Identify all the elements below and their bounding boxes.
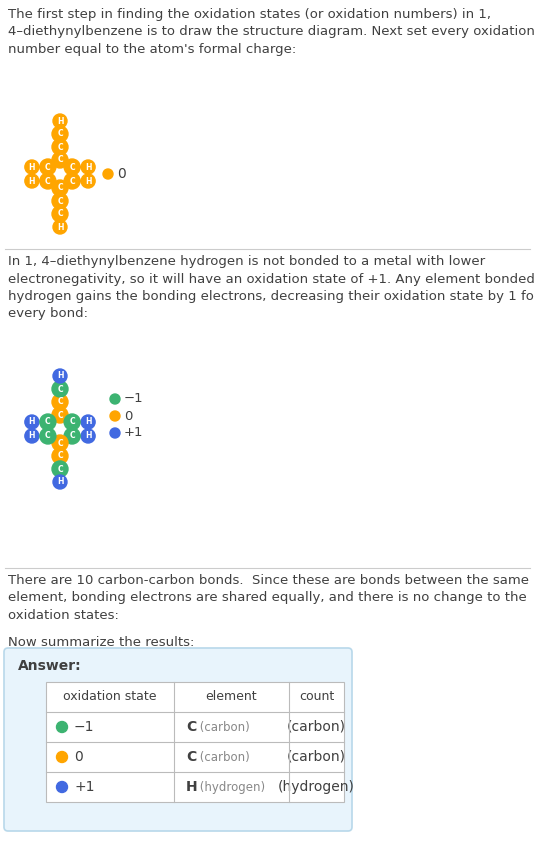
Circle shape	[52, 139, 68, 155]
Circle shape	[57, 782, 67, 793]
Text: H: H	[57, 478, 63, 486]
Circle shape	[52, 448, 68, 464]
Circle shape	[53, 369, 67, 383]
Text: H: H	[57, 371, 63, 381]
Text: C: C	[45, 163, 51, 171]
Circle shape	[40, 159, 56, 175]
Circle shape	[64, 428, 80, 444]
Text: (hydrogen): (hydrogen)	[196, 781, 265, 793]
Text: H: H	[85, 431, 91, 441]
Text: H: H	[29, 163, 35, 171]
Text: 0: 0	[124, 409, 132, 423]
Text: H: H	[29, 418, 35, 426]
Text: Answer:: Answer:	[18, 659, 82, 673]
Text: C: C	[57, 398, 63, 407]
Circle shape	[52, 126, 68, 142]
Circle shape	[64, 414, 80, 430]
Text: 0: 0	[74, 750, 83, 764]
Circle shape	[52, 461, 68, 477]
Text: C: C	[57, 155, 63, 165]
Circle shape	[40, 414, 56, 430]
Circle shape	[25, 429, 39, 443]
Text: C: C	[57, 197, 63, 205]
Circle shape	[110, 428, 120, 438]
Text: C: C	[45, 418, 51, 426]
Circle shape	[81, 160, 95, 174]
Text: H: H	[85, 176, 91, 186]
Text: (carbon): (carbon)	[196, 750, 250, 764]
Circle shape	[57, 751, 67, 762]
Text: H: H	[85, 418, 91, 426]
Bar	[46, 682, 344, 802]
Text: C: C	[186, 750, 196, 764]
Text: (carbon): (carbon)	[287, 720, 346, 734]
Text: There are 10 carbon-carbon bonds.  Since these are bonds between the same
elemen: There are 10 carbon-carbon bonds. Since …	[8, 574, 529, 622]
Circle shape	[53, 220, 67, 234]
Text: +1: +1	[124, 426, 143, 440]
Text: C: C	[57, 183, 63, 192]
Text: C: C	[57, 410, 63, 419]
Text: C: C	[57, 464, 63, 473]
Circle shape	[40, 173, 56, 189]
Circle shape	[64, 173, 80, 189]
Circle shape	[52, 193, 68, 209]
Text: C: C	[57, 385, 63, 393]
Text: C: C	[45, 176, 51, 186]
Text: +1: +1	[74, 780, 95, 794]
Circle shape	[52, 394, 68, 410]
Circle shape	[64, 159, 80, 175]
Text: C: C	[70, 163, 75, 171]
Text: The first step in finding the oxidation states (or oxidation numbers) in 1,
4–di: The first step in finding the oxidation …	[8, 8, 535, 56]
Text: C: C	[45, 431, 51, 441]
Text: C: C	[57, 209, 63, 219]
Text: H: H	[186, 780, 197, 794]
Text: C: C	[70, 176, 75, 186]
Text: −1: −1	[74, 720, 95, 734]
Circle shape	[81, 429, 95, 443]
Text: H: H	[85, 163, 91, 171]
Circle shape	[53, 114, 67, 128]
Text: (carbon): (carbon)	[287, 750, 346, 764]
Circle shape	[103, 169, 113, 179]
Circle shape	[52, 206, 68, 222]
Text: C: C	[57, 439, 63, 447]
Circle shape	[52, 180, 68, 196]
Text: C: C	[57, 452, 63, 461]
Circle shape	[81, 174, 95, 188]
Text: C: C	[57, 129, 63, 138]
Circle shape	[52, 152, 68, 168]
Text: H: H	[29, 176, 35, 186]
Text: H: H	[57, 223, 63, 231]
Text: 0: 0	[117, 167, 126, 181]
Text: C: C	[57, 143, 63, 152]
Circle shape	[52, 381, 68, 397]
Circle shape	[110, 411, 120, 421]
Circle shape	[110, 394, 120, 404]
Text: H: H	[29, 431, 35, 441]
Circle shape	[40, 428, 56, 444]
Text: −1: −1	[124, 392, 143, 405]
Text: count: count	[299, 690, 334, 704]
Text: In 1, 4–diethynylbenzene hydrogen is not bonded to a metal with lower
electroneg: In 1, 4–diethynylbenzene hydrogen is not…	[8, 255, 535, 321]
Text: C: C	[70, 418, 75, 426]
Text: C: C	[186, 720, 196, 734]
Circle shape	[25, 415, 39, 429]
Text: H: H	[57, 116, 63, 126]
Text: (hydrogen): (hydrogen)	[278, 780, 355, 794]
Text: C: C	[70, 431, 75, 441]
Circle shape	[53, 475, 67, 489]
Circle shape	[52, 407, 68, 423]
Circle shape	[57, 722, 67, 733]
Text: element: element	[205, 690, 257, 704]
Text: oxidation state: oxidation state	[63, 690, 157, 704]
Text: (carbon): (carbon)	[196, 721, 250, 733]
Text: Now summarize the results:: Now summarize the results:	[8, 636, 194, 649]
Circle shape	[25, 174, 39, 188]
Circle shape	[81, 415, 95, 429]
FancyBboxPatch shape	[4, 648, 352, 831]
Circle shape	[52, 435, 68, 451]
Circle shape	[25, 160, 39, 174]
